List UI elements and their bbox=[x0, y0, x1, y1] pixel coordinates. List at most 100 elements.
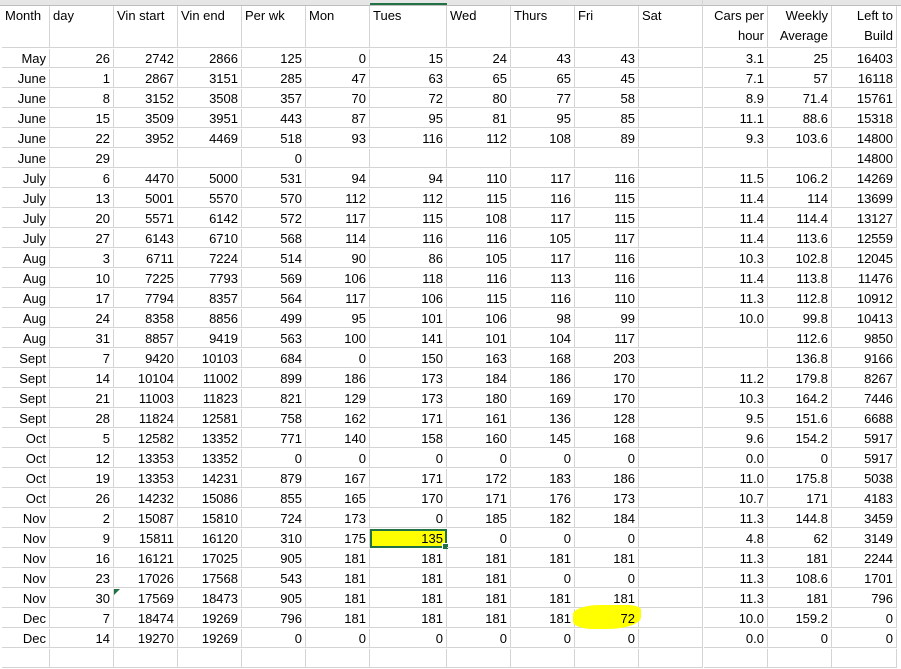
cell-per-wk[interactable]: 0 bbox=[242, 629, 306, 648]
cell-thurs[interactable]: 0 bbox=[511, 529, 575, 548]
cell-day[interactable]: 9 bbox=[50, 529, 114, 548]
cell-fri[interactable]: 0 bbox=[575, 569, 639, 588]
cell-mon[interactable]: 93 bbox=[306, 129, 370, 148]
cell-fri[interactable]: 116 bbox=[575, 269, 639, 288]
cell-fri[interactable]: 115 bbox=[575, 209, 639, 228]
cell-vin-end[interactable]: 11002 bbox=[178, 369, 242, 388]
cell-left-to-build[interactable]: 10912 bbox=[832, 289, 897, 308]
cell-wed[interactable]: 112 bbox=[447, 129, 511, 148]
cell-month[interactable]: Oct bbox=[2, 449, 50, 468]
cell-thurs[interactable]: 181 bbox=[511, 549, 575, 568]
cell-day[interactable]: 7 bbox=[50, 609, 114, 628]
cell-tues[interactable]: 141 bbox=[370, 329, 447, 348]
cell-per-wk[interactable]: 531 bbox=[242, 169, 306, 188]
cell-vin-end[interactable] bbox=[178, 149, 242, 168]
cell-fri[interactable]: 173 bbox=[575, 489, 639, 508]
cell-per-wk[interactable]: 125 bbox=[242, 49, 306, 68]
cell-sat[interactable] bbox=[639, 609, 703, 628]
cell-day[interactable]: 2 bbox=[50, 509, 114, 528]
cell-thurs[interactable]: 145 bbox=[511, 429, 575, 448]
cell-vin-start[interactable]: 15811 bbox=[114, 529, 178, 548]
cell-fri[interactable]: 117 bbox=[575, 329, 639, 348]
cell-per-wk[interactable]: 514 bbox=[242, 249, 306, 268]
cell-per-wk[interactable] bbox=[242, 649, 306, 668]
cell-tues[interactable]: 118 bbox=[370, 269, 447, 288]
cell-tues[interactable]: 94 bbox=[370, 169, 447, 188]
cell-fri[interactable]: 168 bbox=[575, 429, 639, 448]
cell-sat[interactable] bbox=[639, 389, 703, 408]
cell-weekly-average[interactable]: 171 bbox=[768, 489, 832, 508]
cell-thurs[interactable]: 117 bbox=[511, 169, 575, 188]
cell-month[interactable]: June bbox=[2, 109, 50, 128]
cell-vin-start[interactable]: 2742 bbox=[114, 49, 178, 68]
cell-sat[interactable] bbox=[639, 349, 703, 368]
cell-vin-start[interactable] bbox=[114, 649, 178, 668]
cell-thurs[interactable]: 136 bbox=[511, 409, 575, 428]
cell-vin-end[interactable]: 3508 bbox=[178, 89, 242, 108]
cell-mon[interactable]: 100 bbox=[306, 329, 370, 348]
cell-per-wk[interactable]: 855 bbox=[242, 489, 306, 508]
cell-day[interactable]: 16 bbox=[50, 549, 114, 568]
cell-cars-per-hour[interactable]: 10.3 bbox=[704, 389, 768, 408]
cell-vin-start[interactable]: 7225 bbox=[114, 269, 178, 288]
cell-weekly-average[interactable]: 108.6 bbox=[768, 569, 832, 588]
cell-tues[interactable]: 0 bbox=[370, 629, 447, 648]
cell-month[interactable]: July bbox=[2, 169, 50, 188]
cell-per-wk[interactable]: 357 bbox=[242, 89, 306, 108]
cell-wed[interactable] bbox=[447, 149, 511, 168]
header-thurs[interactable]: Thurs bbox=[511, 6, 575, 48]
cell-vin-end[interactable]: 6142 bbox=[178, 209, 242, 228]
cell-month[interactable]: May bbox=[2, 49, 50, 68]
cell-month[interactable]: Oct bbox=[2, 469, 50, 488]
cell-cars-per-hour[interactable]: 0.0 bbox=[704, 629, 768, 648]
cell-wed[interactable]: 0 bbox=[447, 529, 511, 548]
cell-day[interactable]: 17 bbox=[50, 289, 114, 308]
cell-wed[interactable]: 172 bbox=[447, 469, 511, 488]
cell-fri[interactable]: 184 bbox=[575, 509, 639, 528]
cell-left-to-build[interactable]: 9850 bbox=[832, 329, 897, 348]
cell-cars-per-hour[interactable]: 10.3 bbox=[704, 249, 768, 268]
cell-wed[interactable]: 115 bbox=[447, 289, 511, 308]
cell-left-to-build[interactable]: 8267 bbox=[832, 369, 897, 388]
cell-day[interactable]: 3 bbox=[50, 249, 114, 268]
cell-sat[interactable] bbox=[639, 529, 703, 548]
cell-cars-per-hour[interactable]: 11.0 bbox=[704, 469, 768, 488]
cell-left-to-build[interactable]: 11476 bbox=[832, 269, 897, 288]
cell-per-wk[interactable]: 518 bbox=[242, 129, 306, 148]
cell-weekly-average[interactable]: 164.2 bbox=[768, 389, 832, 408]
cell-tues[interactable]: 106 bbox=[370, 289, 447, 308]
cell-wed[interactable]: 171 bbox=[447, 489, 511, 508]
cell-weekly-average[interactable]: 0 bbox=[768, 449, 832, 468]
cell-fri[interactable]: 72 bbox=[573, 605, 641, 629]
cell-wed[interactable]: 184 bbox=[447, 369, 511, 388]
cell-day[interactable]: 22 bbox=[50, 129, 114, 148]
cell-mon[interactable]: 112 bbox=[306, 189, 370, 208]
cell-left-to-build[interactable]: 5038 bbox=[832, 469, 897, 488]
cell-cars-per-hour[interactable] bbox=[704, 329, 768, 348]
cell-tues[interactable]: 112 bbox=[370, 189, 447, 208]
cell-sat[interactable] bbox=[639, 329, 703, 348]
cell-left-to-build[interactable] bbox=[832, 649, 897, 668]
cell-per-wk[interactable]: 796 bbox=[242, 609, 306, 628]
cell-wed[interactable]: 108 bbox=[447, 209, 511, 228]
cell-month[interactable]: Nov bbox=[2, 509, 50, 528]
cell-sat[interactable] bbox=[639, 309, 703, 328]
cell-per-wk[interactable]: 564 bbox=[242, 289, 306, 308]
cell-day[interactable]: 13 bbox=[50, 189, 114, 208]
cell-fri[interactable]: 43 bbox=[575, 49, 639, 68]
cell-day[interactable] bbox=[50, 649, 114, 668]
header-mon[interactable]: Mon bbox=[306, 6, 370, 48]
cell-thurs[interactable]: 169 bbox=[511, 389, 575, 408]
header-per-wk[interactable]: Per wk bbox=[242, 6, 306, 48]
cell-vin-end[interactable]: 18473 bbox=[178, 589, 242, 608]
cell-vin-start[interactable]: 14232 bbox=[114, 489, 178, 508]
cell-thurs[interactable] bbox=[511, 649, 575, 668]
cell-tues[interactable] bbox=[370, 649, 447, 668]
cell-mon[interactable]: 87 bbox=[306, 109, 370, 128]
cell-thurs[interactable]: 168 bbox=[511, 349, 575, 368]
cell-vin-start[interactable]: 5571 bbox=[114, 209, 178, 228]
cell-wed[interactable]: 163 bbox=[447, 349, 511, 368]
cell-day[interactable]: 1 bbox=[50, 69, 114, 88]
header-left-to-build[interactable]: Left to Build bbox=[832, 6, 897, 48]
cell-tues[interactable]: 181 bbox=[370, 569, 447, 588]
